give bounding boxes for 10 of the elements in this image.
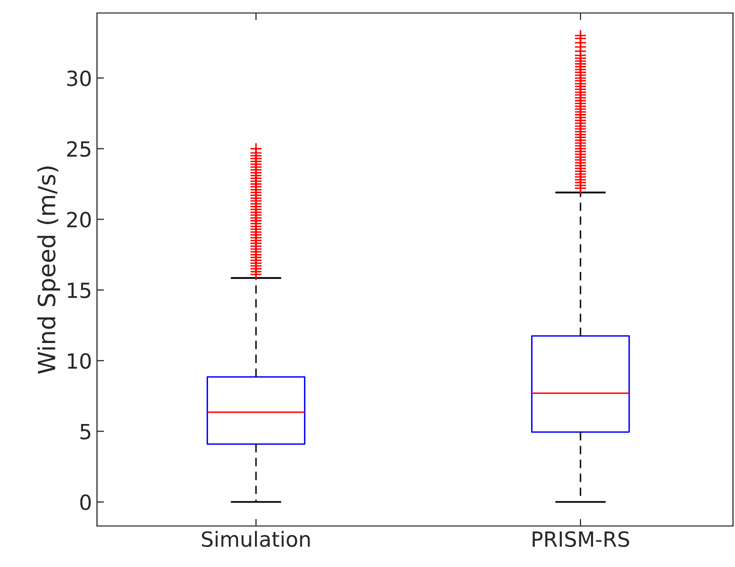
y-tick-label: 5: [80, 424, 90, 440]
x-tick-label: PRISM-RS: [532, 531, 630, 547]
x-tick-label: Simulation: [202, 530, 310, 547]
y-axis-title: Wind Speed (m/s): [37, 166, 60, 374]
y-tick-label: 0: [80, 494, 91, 510]
y-tick-label: 30: [67, 70, 91, 86]
y-tick-label: 20: [67, 212, 91, 228]
y-tick-label: 15: [68, 282, 90, 298]
y-tick-label: 25: [67, 141, 90, 157]
y-tick-label: 10: [68, 353, 91, 369]
